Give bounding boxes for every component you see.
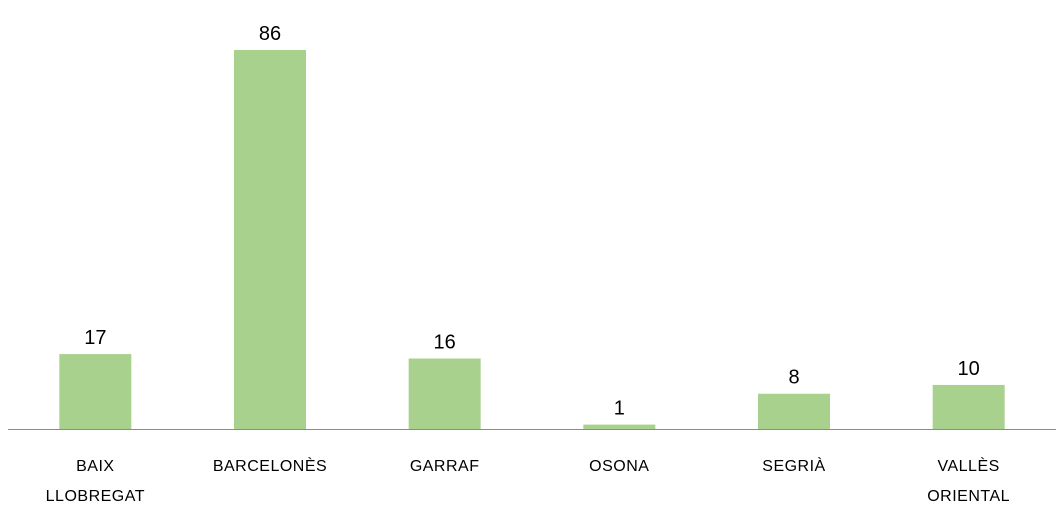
- bar: [932, 384, 1005, 429]
- x-tick-label: BARCELONÈS: [212, 458, 328, 475]
- x-tick-label: BAIX LLOBREGAT: [45, 458, 145, 505]
- bar: [408, 358, 481, 429]
- data-label: 1: [614, 398, 625, 420]
- x-tick-label: SEGRIÀ: [762, 458, 826, 475]
- bar: [583, 424, 656, 429]
- data-label: 86: [259, 23, 281, 45]
- bar: [758, 393, 830, 429]
- bar: [59, 354, 132, 429]
- data-label: 16: [434, 331, 456, 353]
- x-tick-label: VALLÈS ORIENTAL: [927, 458, 1011, 505]
- data-label: 17: [84, 327, 106, 349]
- bar: [234, 50, 306, 429]
- x-tick-label: OSONA: [589, 458, 650, 475]
- data-label: 8: [788, 367, 799, 389]
- data-label: 10: [958, 358, 980, 380]
- x-tick-label: GARRAF: [409, 458, 480, 475]
